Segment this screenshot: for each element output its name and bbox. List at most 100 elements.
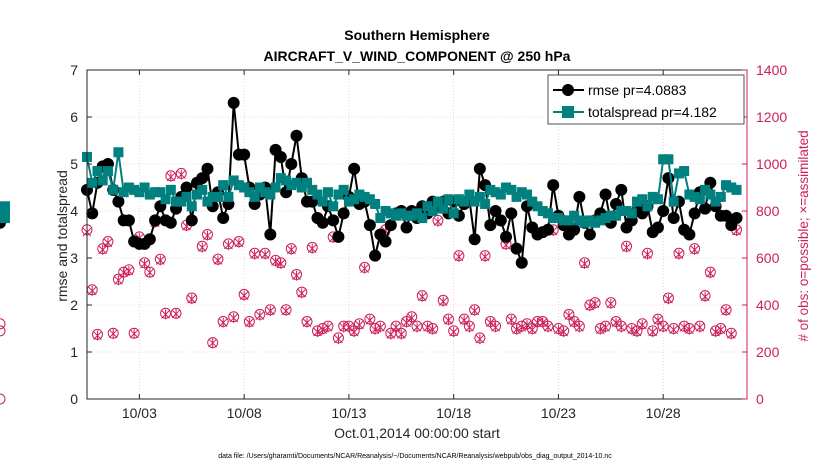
totalspread-marker xyxy=(343,196,354,207)
totalspread-marker xyxy=(150,187,161,198)
rmse-marker xyxy=(510,242,523,255)
totalspread-marker xyxy=(412,208,422,219)
obs-assimilated-marker xyxy=(444,315,453,326)
y-tick-label: 5 xyxy=(70,156,78,172)
y-tick-label: 7 xyxy=(70,62,78,78)
obs-assimilated-marker xyxy=(632,327,642,338)
totalspread-marker xyxy=(207,191,218,202)
totalspread-marker xyxy=(626,208,637,219)
obs-assimilated-marker xyxy=(580,258,589,269)
rmse-marker xyxy=(568,223,581,236)
rmse-marker xyxy=(400,221,413,234)
obs-assimilated-marker xyxy=(203,230,212,241)
totalspread-marker xyxy=(359,191,370,202)
totalspread-marker xyxy=(553,213,564,224)
rmse-marker xyxy=(122,214,135,227)
rmse-marker xyxy=(227,96,240,109)
x-tick-label: 10/08 xyxy=(227,405,262,421)
rmse-marker xyxy=(285,158,298,170)
x-axis-ticks: 10/03 10/08 10/13 10/18 10/23 10/28 xyxy=(122,70,681,421)
obs-assimilated-marker xyxy=(506,315,516,326)
right-y-tick-label: 1000 xyxy=(756,156,787,172)
obs-assimilated-marker xyxy=(229,312,239,323)
totalspread-marker xyxy=(705,189,716,200)
totalspread-marker xyxy=(684,189,695,200)
totalspread-marker xyxy=(354,189,365,200)
obs-assimilated-marker xyxy=(438,296,448,307)
totalspread-marker xyxy=(192,189,202,200)
obs-assimilated-marker xyxy=(260,249,270,260)
totalspread-marker xyxy=(464,189,475,200)
totalspread-marker xyxy=(590,217,601,228)
obs-assimilated-marker xyxy=(197,242,207,253)
rmse-marker xyxy=(667,212,680,225)
rmse-marker xyxy=(500,230,513,243)
obs-assimilated-marker xyxy=(690,244,699,255)
totalspread-marker xyxy=(548,213,559,224)
rmse-marker xyxy=(363,219,376,232)
obs-assimilated-marker xyxy=(391,322,401,333)
obs-assimilated-marker xyxy=(255,310,265,321)
obs-assimilated-marker xyxy=(302,317,312,328)
right-y-tick-label: 800 xyxy=(756,203,780,219)
obs-assimilated-marker xyxy=(239,290,249,301)
totalspread-marker xyxy=(616,206,627,216)
obs-assimilated-marker xyxy=(365,315,375,326)
rmse-marker xyxy=(143,233,156,246)
rmse-marker xyxy=(494,214,507,227)
totalspread-marker xyxy=(469,196,480,207)
totalspread-marker xyxy=(679,166,690,177)
legend-spread-marker xyxy=(562,106,574,118)
rmse-marker xyxy=(196,172,209,185)
totalspread-marker xyxy=(385,208,396,219)
totalspread-marker xyxy=(396,208,407,219)
totalspread-marker xyxy=(652,194,663,205)
obs-assimilated-marker xyxy=(726,329,736,340)
totalspread-marker xyxy=(113,147,124,158)
x-axis-label: Oct.01,2014 00:00:00 start xyxy=(334,425,500,441)
totalspread-marker xyxy=(233,180,244,191)
rmse-marker xyxy=(468,233,481,246)
obs-assimilated-marker xyxy=(721,305,731,316)
obs-assimilated-marker xyxy=(276,258,286,269)
rmse-marker xyxy=(505,207,518,220)
totalspread-marker xyxy=(558,215,569,226)
rmse-marker xyxy=(651,221,664,234)
totalspread-marker xyxy=(108,184,119,195)
totalspread-marker xyxy=(171,196,182,207)
totalspread-marker xyxy=(0,201,10,212)
obs-assimilated-marker xyxy=(512,324,521,335)
totalspread-marker xyxy=(417,213,428,224)
right-y-tick-label: 0 xyxy=(756,391,764,407)
obs-assimilated-marker xyxy=(119,267,129,278)
totalspread-marker xyxy=(459,196,470,207)
totalspread-marker xyxy=(333,189,344,200)
obs-assimilated-marker xyxy=(658,322,668,333)
y-axis-ticks: 0 1 2 3 4 5 6 7 xyxy=(70,62,92,407)
obs-assimilated-marker xyxy=(355,319,364,330)
obs-assimilated-marker xyxy=(449,327,459,338)
obs-assimilated-marker xyxy=(93,330,102,341)
y-tick-label: 1 xyxy=(70,344,78,360)
rmse-marker xyxy=(473,162,486,175)
totalspread-marker xyxy=(574,215,585,226)
totalspread-marker xyxy=(260,187,271,198)
totalspread-marker xyxy=(438,203,449,214)
rmse-marker xyxy=(720,209,733,222)
obs-assimilated-marker xyxy=(213,255,223,266)
totalspread-marker xyxy=(212,191,223,202)
obs-assimilated-marker xyxy=(412,322,422,333)
obs-assimilated-marker xyxy=(114,275,123,286)
rmse-marker xyxy=(547,179,560,192)
totalspread-marker xyxy=(668,196,679,207)
obs-assimilated-marker xyxy=(108,328,118,339)
legend-rmse-label: rmse pr=4.0883 xyxy=(588,82,687,98)
obs-assimilated-marker xyxy=(155,255,165,266)
obs-assimilated-marker xyxy=(265,305,275,316)
rmse-marker xyxy=(489,205,502,217)
chart-subtitle: AIRCRAFT_V_WIND_COMPONENT @ 250 hPa xyxy=(264,48,571,64)
obs-assimilated-marker xyxy=(601,322,610,333)
right-y-tick-label: 200 xyxy=(756,344,780,360)
legend-box xyxy=(547,74,745,125)
